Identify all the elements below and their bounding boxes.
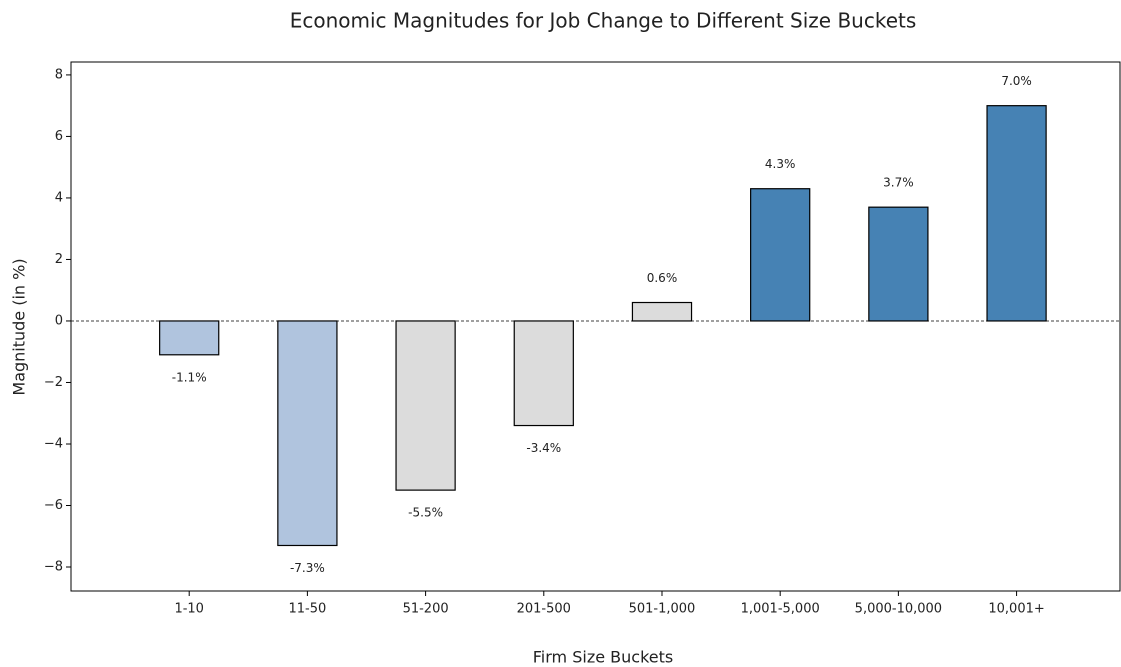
x-tick-label: 1-10 [174, 602, 204, 617]
x-tick-label: 11-50 [289, 602, 327, 617]
x-tick-label: 10,001+ [988, 602, 1044, 617]
bar [395, 320, 456, 491]
y-tick-label: −6 [44, 498, 63, 513]
y-tick-label: −4 [44, 436, 63, 451]
bar [986, 105, 1047, 322]
x-tick-label: 5,000-10,000 [855, 602, 942, 617]
bar [159, 320, 220, 356]
value-label: -1.1% [172, 370, 207, 384]
bar [277, 320, 338, 547]
x-tick-label: 51-200 [403, 602, 449, 617]
value-label: 3.7% [883, 176, 914, 190]
y-tick-label: 6 [55, 129, 63, 144]
value-label: 4.3% [765, 157, 796, 171]
x-tick-label: 1,001-5,000 [741, 602, 820, 617]
x-axis-label: Firm Size Buckets [533, 648, 673, 667]
bar [750, 188, 811, 322]
value-label: -7.3% [290, 561, 325, 575]
y-tick-label: 2 [55, 252, 63, 267]
bar [631, 301, 693, 322]
y-axis-label: Magnitude (in %) [10, 258, 29, 395]
x-tick-label: 201-500 [517, 602, 571, 617]
bar [868, 206, 929, 322]
value-label: -3.4% [526, 441, 561, 455]
bar [513, 320, 574, 427]
value-label: 0.6% [647, 271, 678, 285]
value-label: 7.0% [1001, 74, 1032, 88]
chart-title: Economic Magnitudes for Job Change to Di… [290, 9, 917, 33]
y-tick-label: 0 [55, 313, 63, 328]
y-tick-label: −8 [44, 560, 63, 575]
y-tick-label: −2 [44, 375, 63, 390]
x-tick-label: 501-1,000 [629, 602, 696, 617]
plot-frame [70, 61, 1121, 592]
y-tick-label: 8 [55, 67, 63, 82]
value-label: -5.5% [408, 506, 443, 520]
y-tick-label: 4 [55, 190, 63, 205]
